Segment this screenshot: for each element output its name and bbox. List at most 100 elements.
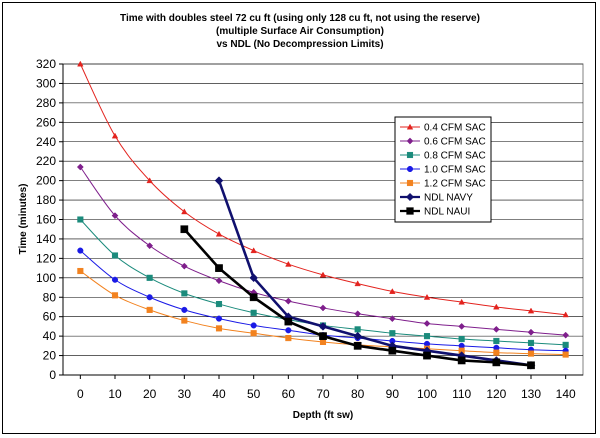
legend-label: NDL NAUI	[424, 207, 470, 218]
data-point	[285, 335, 292, 342]
legend-label: 0.8 CFM SAC	[424, 151, 486, 162]
data-point	[214, 176, 224, 185]
legend-swatch-marker	[406, 151, 414, 159]
data-point	[250, 309, 257, 316]
x-tick-label: 130	[521, 387, 541, 401]
data-point	[389, 330, 396, 337]
data-point	[111, 212, 119, 220]
data-point	[181, 306, 188, 313]
legend-item: 0.8 CFM SAC	[400, 151, 486, 162]
legend-swatch-marker	[406, 179, 414, 187]
data-point	[527, 350, 535, 357]
legend-item: 1.0 CFM SAC	[400, 165, 486, 176]
data-point	[215, 264, 223, 272]
data-point	[493, 303, 500, 310]
legend-swatch-marker	[406, 123, 414, 130]
data-point	[215, 301, 223, 308]
data-point	[181, 290, 188, 297]
data-point	[250, 330, 257, 337]
data-point	[423, 320, 431, 327]
data-point	[353, 341, 362, 350]
y-tick-label: 140	[36, 232, 56, 246]
data-point	[354, 280, 361, 287]
legend-label: 0.4 CFM SAC	[424, 123, 486, 134]
data-point	[319, 304, 327, 312]
data-point	[319, 271, 327, 278]
data-point	[284, 317, 293, 326]
data-point	[111, 292, 119, 299]
data-point	[111, 276, 119, 283]
legend-label: NDL NAVY	[424, 193, 473, 204]
data-point	[527, 361, 535, 370]
data-point	[493, 349, 500, 356]
data-point	[77, 60, 84, 67]
y-axis-ticks: 0 20 40 60 80 100 120 140 160 180 200 220 240 260 280 3…	[36, 57, 63, 382]
data-point	[458, 322, 466, 330]
y-tick-label: 120	[36, 251, 56, 265]
y-tick-label: 80	[43, 290, 57, 304]
data-point	[423, 293, 431, 300]
data-point	[354, 326, 361, 333]
data-point	[388, 315, 396, 323]
x-axis-label: Depth (ft sw)	[293, 410, 354, 421]
data-point	[111, 132, 119, 139]
data-point	[250, 322, 257, 329]
data-point	[146, 274, 153, 281]
chart-title-line-3: vs NDL (No Decompression Limits)	[216, 39, 383, 50]
data-point	[493, 337, 500, 345]
chart-title-line-2: (multiple Surface Air Consumption)	[216, 26, 384, 37]
data-point	[146, 294, 153, 301]
y-tick-label: 60	[43, 310, 57, 324]
data-point	[284, 297, 292, 305]
y-tick-label: 220	[36, 154, 56, 168]
x-tick-label: 30	[178, 387, 192, 401]
legend-swatch-marker	[406, 165, 414, 173]
x-tick-label: 120	[486, 387, 506, 401]
data-point	[181, 317, 188, 324]
y-tick-label: 160	[36, 213, 56, 227]
y-tick-label: 0	[49, 368, 56, 382]
data-point	[215, 230, 223, 237]
data-point	[562, 311, 569, 318]
data-point	[77, 216, 84, 223]
legend-swatch-marker	[406, 137, 414, 145]
data-point	[492, 358, 501, 367]
y-tick-label: 40	[43, 329, 57, 343]
series-0-4-cfm-sac	[77, 60, 569, 318]
data-point	[457, 356, 466, 365]
series-0-6-cfm-sac	[76, 163, 570, 339]
legend-item: 1.2 CFM SAC	[400, 179, 486, 190]
x-tick-label: 140	[556, 387, 576, 401]
data-point	[492, 325, 500, 333]
data-point	[562, 331, 570, 339]
x-tick-label: 40	[212, 387, 226, 401]
y-tick-label: 320	[36, 57, 56, 71]
x-tick-label: 10	[108, 387, 122, 401]
data-point	[215, 325, 223, 332]
x-axis-ticks: 0 10 20 30 40 50 60 70 80 90 100 110 120 130 140	[77, 375, 576, 401]
data-point	[527, 339, 535, 346]
data-point	[527, 328, 535, 336]
y-tick-label: 180	[36, 193, 56, 207]
data-point	[527, 307, 535, 314]
data-point	[285, 260, 292, 267]
y-tick-label: 280	[36, 96, 56, 110]
data-point	[353, 331, 362, 341]
data-point	[319, 338, 327, 346]
data-point	[215, 315, 223, 322]
x-tick-label: 110	[452, 387, 471, 401]
data-point	[180, 262, 188, 270]
y-tick-label: 300	[36, 76, 56, 90]
data-point	[249, 293, 258, 302]
x-tick-label: 20	[143, 387, 157, 401]
x-tick-label: 70	[316, 387, 330, 401]
x-tick-label: 100	[417, 387, 437, 401]
data-point	[181, 208, 188, 215]
x-tick-label: 90	[386, 387, 400, 401]
legend-swatch-marker	[406, 207, 414, 215]
data-point	[111, 252, 119, 259]
legend-label: 1.2 CFM SAC	[424, 179, 486, 190]
x-tick-label: 50	[247, 387, 261, 401]
data-point	[146, 177, 153, 184]
